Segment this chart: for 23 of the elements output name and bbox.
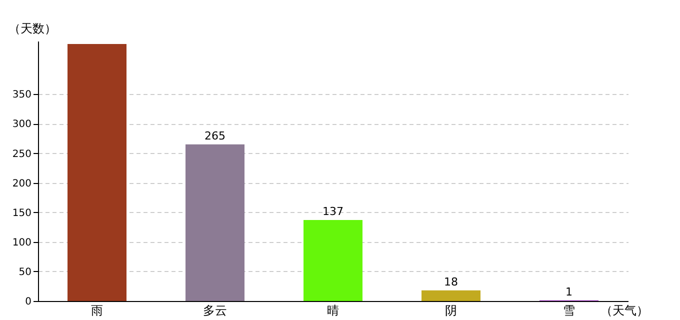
- y-tick-label: 350: [12, 90, 32, 101]
- data-label: 137: [322, 205, 344, 218]
- y-tick-label: 0: [25, 296, 32, 308]
- bar: [186, 144, 244, 301]
- x-tick-label: 阴: [445, 304, 457, 318]
- y-tick-label: 50: [18, 266, 32, 278]
- x-tick-label: 晴: [327, 304, 339, 318]
- y-tick-label: 200: [12, 178, 32, 190]
- bar: [422, 290, 480, 301]
- y-tick-label: 250: [12, 148, 32, 160]
- data-label: 18: [444, 275, 458, 288]
- y-tick-label: 300: [12, 119, 32, 130]
- y-axis-title: （天数）: [8, 22, 56, 36]
- x-tick-label: 雨: [91, 304, 103, 318]
- data-label: 1: [566, 285, 572, 298]
- bar: [304, 220, 362, 301]
- y-tick-label: 150: [12, 208, 32, 219]
- x-tick-label: 雪: [563, 304, 575, 318]
- x-tick-label: 多云: [203, 304, 227, 318]
- data-label: 265: [204, 129, 226, 142]
- x-axis-title: （天气）: [600, 304, 648, 318]
- y-tick-label: 100: [12, 237, 32, 248]
- bar: [68, 44, 126, 301]
